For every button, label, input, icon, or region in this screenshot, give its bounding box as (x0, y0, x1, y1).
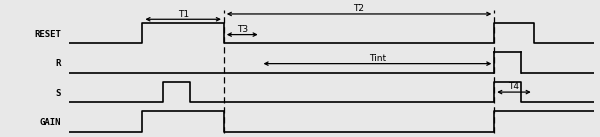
Text: T1: T1 (178, 10, 189, 19)
Text: Tint: Tint (369, 54, 386, 63)
Text: T4: T4 (508, 82, 520, 92)
Text: T3: T3 (236, 25, 248, 34)
Text: S: S (56, 89, 61, 98)
Text: GAIN: GAIN (40, 118, 61, 127)
Text: T2: T2 (353, 4, 365, 13)
Text: R: R (56, 59, 61, 68)
Text: RESET: RESET (34, 30, 61, 39)
